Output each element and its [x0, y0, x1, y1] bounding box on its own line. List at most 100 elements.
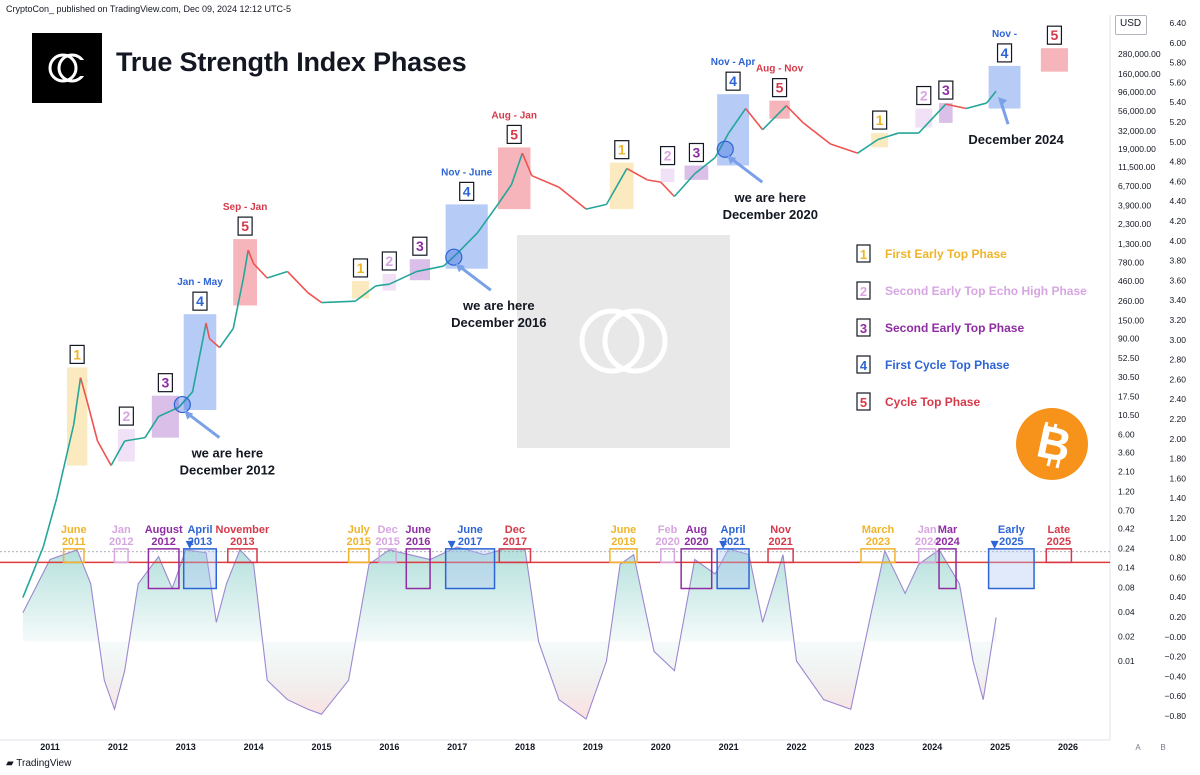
tsi-phase-year: 2025 [1047, 536, 1071, 548]
currency-box[interactable] [1115, 15, 1147, 35]
x-tick-label: 2025 [990, 742, 1010, 752]
legend-number-box [856, 355, 871, 374]
tsi-phase-box [680, 548, 713, 590]
down-arrow-icon [185, 540, 194, 549]
tsi-tick-label: 2.20 [1169, 414, 1186, 424]
x-tick-label: 2011 [40, 742, 60, 752]
price-tick-label: 32,000.00 [1118, 126, 1156, 136]
tsi-tick-label: 1.40 [1169, 493, 1186, 503]
tsi-phase-box [917, 548, 937, 564]
tsi-tick-label: 1.60 [1169, 473, 1186, 483]
price-tick-label: 56,000.00 [1118, 106, 1156, 116]
price-segment [388, 270, 417, 285]
tradingview-label: TradingView [16, 758, 72, 769]
tsi-phase-box [767, 548, 794, 564]
here-label: we are here [191, 446, 264, 461]
price-phase-box [1040, 48, 1068, 72]
price-segment [86, 401, 99, 442]
price-tick-label: 0.14 [1118, 563, 1135, 573]
tsi-phase-box [147, 548, 180, 590]
tsi-tick-label: 5.00 [1169, 137, 1186, 147]
tsi-phase-month: August [145, 524, 183, 536]
x-tick-label: 2020 [651, 742, 671, 752]
price-segment [144, 416, 160, 439]
phase-number-box [237, 216, 253, 236]
phase-number-box [118, 406, 134, 426]
tsi-tick-label: 5.80 [1169, 58, 1186, 68]
tsi-phase-year: 2023 [866, 536, 890, 548]
phase-number-box [412, 236, 428, 256]
price-segment [242, 249, 249, 279]
price-segment [232, 277, 245, 329]
phase-number-box [381, 251, 397, 271]
phase-number-box [688, 142, 705, 163]
tsi-phase-year: 2015 [375, 536, 399, 548]
price-segment [286, 270, 309, 294]
price-tick-label: 1,300.00 [1118, 239, 1151, 249]
currency-label: USD [1120, 18, 1142, 29]
tsi-tick-label: −0.20 [1164, 652, 1186, 662]
phase-period-label: Jan - May [177, 277, 223, 288]
tsi-phase-year: 2017 [503, 536, 527, 548]
price-segment [605, 168, 628, 205]
down-arrow-icon [990, 540, 999, 549]
legend-label: First Cycle Top Phase [885, 358, 1010, 372]
price-phase-box [183, 314, 217, 411]
tsi-phase-box [716, 548, 750, 590]
pointer-arrow [185, 411, 221, 439]
price-segment [72, 377, 82, 425]
price-segment [694, 156, 716, 175]
tsi-phase-box [347, 548, 370, 564]
tsi-phase-month: Nov [770, 524, 792, 536]
price-phase-box [769, 100, 790, 119]
price-phase-box [409, 259, 431, 281]
here-label: we are here [462, 298, 535, 313]
x-tick-label: 2018 [515, 742, 535, 752]
arrow-head-icon [184, 410, 194, 420]
tsi-phase-year: 2020 [684, 536, 708, 548]
tsi-phase-month: April [721, 524, 746, 536]
tsi-phase-box [987, 548, 1035, 590]
price-segment [266, 270, 288, 279]
price-segment [476, 203, 499, 234]
down-arrow-icon [447, 540, 456, 549]
phase-period-label: Sep - Jan [223, 202, 267, 213]
phase-number: 4 [729, 73, 737, 89]
price-segment [124, 436, 146, 442]
tsi-phase-box [1045, 548, 1073, 564]
legend-label: First Early Top Phase [885, 247, 1007, 261]
here-circle [173, 395, 191, 414]
phase-number: 4 [463, 183, 471, 199]
here-label: December 2016 [451, 315, 546, 330]
phase-number: 1 [618, 142, 626, 158]
tsi-phase-month: Dec [505, 524, 525, 536]
price-phase-box [66, 367, 88, 466]
tsi-phase-month: Late [1048, 524, 1071, 536]
tsi-tick-label: 4.80 [1169, 157, 1186, 167]
price-tick-label: 1.20 [1118, 487, 1135, 497]
price-tick-label: 96,000.00 [1118, 87, 1156, 97]
price-segment [558, 186, 587, 210]
price-segment [830, 143, 858, 154]
tsi-phase-year: 2020 [655, 536, 679, 548]
x-tick-label: 2019 [583, 742, 603, 752]
tsi-phase-month: Dec [378, 524, 398, 536]
tsi-phase-year: 2015 [347, 536, 371, 548]
price-segment [785, 105, 804, 124]
tradingview-footer: ▰ TradingView [6, 758, 71, 769]
legend-label: Second Early Top Echo High Phase [885, 284, 1087, 298]
price-segment [375, 283, 390, 287]
phase-number: 3 [161, 375, 169, 391]
tsi-phase-month: June [61, 524, 87, 536]
here-circle [445, 248, 463, 266]
price-segment [762, 105, 787, 131]
tsi-tick-label: 0.80 [1169, 553, 1186, 563]
phase-number: 5 [510, 126, 518, 142]
x-tick-label: 2022 [787, 742, 807, 752]
price-phase-box [660, 168, 675, 183]
tsi-phase-box [182, 548, 218, 590]
price-segment [714, 132, 730, 158]
price-tick-label: 0.08 [1118, 582, 1135, 592]
phase-number-box [659, 145, 676, 166]
